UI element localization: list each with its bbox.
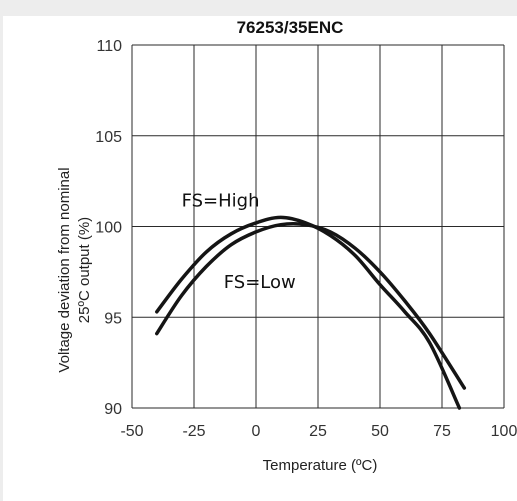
y-tick-label: 95	[104, 310, 122, 327]
series-line-fs-low	[155, 222, 467, 390]
chart-panel	[3, 16, 517, 501]
series-annotation: FS=High	[182, 191, 260, 212]
annotations: FS=High FS=Low	[182, 191, 296, 294]
y-tick-label: 110	[96, 38, 122, 55]
y-axis-label-line-1: Voltage deviation from nominal	[56, 167, 73, 372]
x-tick-label: 100	[491, 423, 517, 440]
x-tick-label: 0	[252, 423, 261, 440]
chart-title: 76253/35ENC	[237, 18, 344, 37]
x-tick-label: 75	[433, 423, 451, 440]
x-tick-label: -50	[120, 423, 143, 440]
y-tick-label: 105	[95, 129, 122, 146]
series-line-fs-high	[155, 215, 462, 410]
x-tick-label: 50	[371, 423, 389, 440]
y-tick-label: 90	[104, 401, 122, 418]
x-axis-label: Temperature (ºC)	[263, 457, 378, 474]
y-tick-label: 100	[95, 220, 122, 237]
tick-labels: -50 -25 0 25 50 75 100 90 95 100 105 110	[95, 38, 517, 440]
x-tick-label: 25	[309, 423, 327, 440]
y-axis-label-line-2: 25ºC output (%)	[76, 217, 93, 323]
series-lines	[155, 215, 467, 410]
series-annotation: FS=Low	[224, 272, 296, 293]
x-tick-label: -25	[182, 423, 205, 440]
